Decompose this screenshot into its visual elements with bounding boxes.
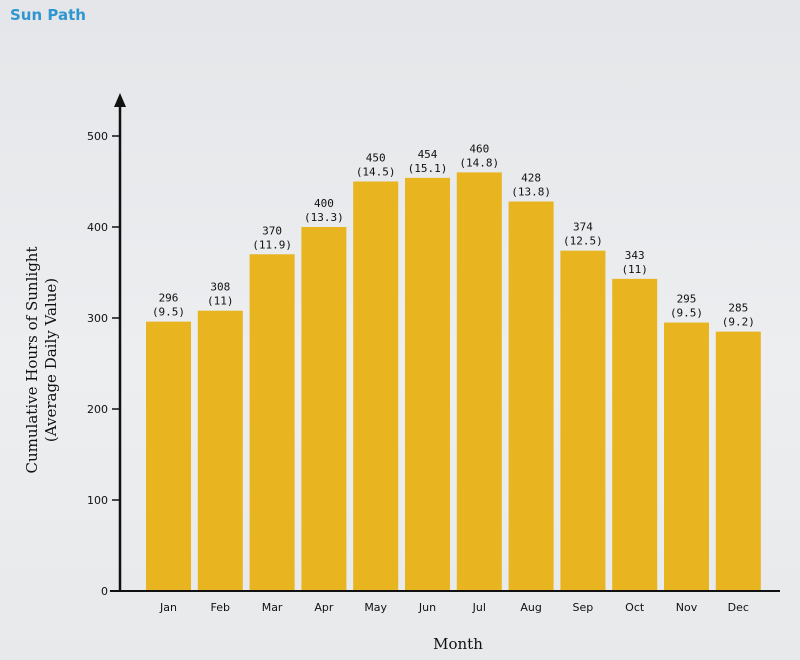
data-label-daily-average: (11) — [621, 263, 648, 276]
x-tick-label: Jul — [472, 601, 486, 614]
y-tick-label: 400 — [87, 221, 108, 234]
data-label-daily-average: (12.5) — [563, 235, 603, 248]
x-tick-label: Dec — [728, 601, 749, 614]
x-tick-label: Mar — [262, 601, 283, 614]
bar-feb — [197, 310, 243, 591]
y-axis-arrow — [114, 93, 126, 107]
bar-apr — [301, 227, 347, 591]
data-label-value: 428 — [521, 172, 541, 185]
data-label-daily-average: (11.9) — [252, 238, 292, 251]
bar-mar — [249, 254, 295, 592]
x-tick-label: Nov — [676, 601, 698, 614]
y-axis-ticks: 0 100 200 300 400 500 — [87, 130, 120, 598]
x-axis-labels: Jan Feb Mar Apr May Jun Jul Aug Sep Oct Nov Dec — [159, 601, 749, 614]
x-tick-label: Jan — [159, 601, 177, 614]
x-tick-label: Apr — [314, 601, 334, 614]
data-label-value: 370 — [262, 224, 282, 237]
bar-aug — [508, 201, 554, 591]
bar-dec — [715, 331, 761, 591]
data-label-value: 308 — [210, 281, 230, 294]
data-label-daily-average: (9.5) — [152, 306, 185, 319]
data-label-value: 296 — [159, 292, 179, 305]
y-tick-label: 100 — [87, 494, 108, 507]
data-label-daily-average: (9.2) — [722, 316, 755, 329]
x-tick-label: May — [364, 601, 387, 614]
y-axis-title-group: Cumulative Hours of Sunlight (Average Da… — [23, 247, 60, 474]
data-label-value: 450 — [366, 152, 386, 165]
data-label-daily-average: (13.8) — [511, 186, 551, 199]
x-tick-label: Aug — [520, 601, 541, 614]
bar-jun — [405, 177, 450, 592]
bar-may — [353, 181, 399, 591]
data-label-daily-average: (11) — [207, 295, 234, 308]
y-tick-label: 200 — [87, 403, 108, 416]
data-label-daily-average: (15.1) — [408, 162, 448, 175]
data-label-value: 400 — [314, 197, 334, 210]
y-axis-subtitle: (Average Daily Value) — [42, 278, 60, 442]
data-label-daily-average: (14.8) — [459, 156, 499, 169]
bar-jul — [456, 172, 502, 591]
y-axis-title: Cumulative Hours of Sunlight — [23, 247, 41, 474]
x-tick-label: Oct — [625, 601, 645, 614]
bars — [146, 172, 761, 592]
bar-jan — [146, 321, 191, 591]
data-label-value: 343 — [625, 249, 645, 262]
data-label-daily-average: (14.5) — [356, 166, 396, 179]
y-tick-label: 0 — [101, 585, 108, 598]
bar-nov — [664, 322, 709, 591]
x-tick-label: Sep — [573, 601, 594, 614]
y-tick-label: 300 — [87, 312, 108, 325]
data-label-daily-average: (13.3) — [304, 211, 344, 224]
bar-sep — [560, 250, 606, 591]
page-title: Sun Path — [10, 6, 86, 24]
bar-oct — [612, 278, 658, 591]
data-label-value: 454 — [418, 148, 438, 161]
data-label-value: 374 — [573, 221, 593, 234]
data-label-daily-average: (9.5) — [670, 307, 703, 320]
y-tick-label: 500 — [87, 130, 108, 143]
data-label-value: 460 — [469, 142, 489, 155]
x-tick-label: Jun — [418, 601, 436, 614]
x-axis-title: Month — [433, 635, 483, 653]
x-tick-label: Feb — [211, 601, 230, 614]
data-label-value: 285 — [728, 302, 748, 315]
data-labels: 296(9.5)308(11)370(11.9)400(13.3)450(14.… — [152, 142, 755, 328]
data-label-value: 295 — [677, 293, 697, 306]
